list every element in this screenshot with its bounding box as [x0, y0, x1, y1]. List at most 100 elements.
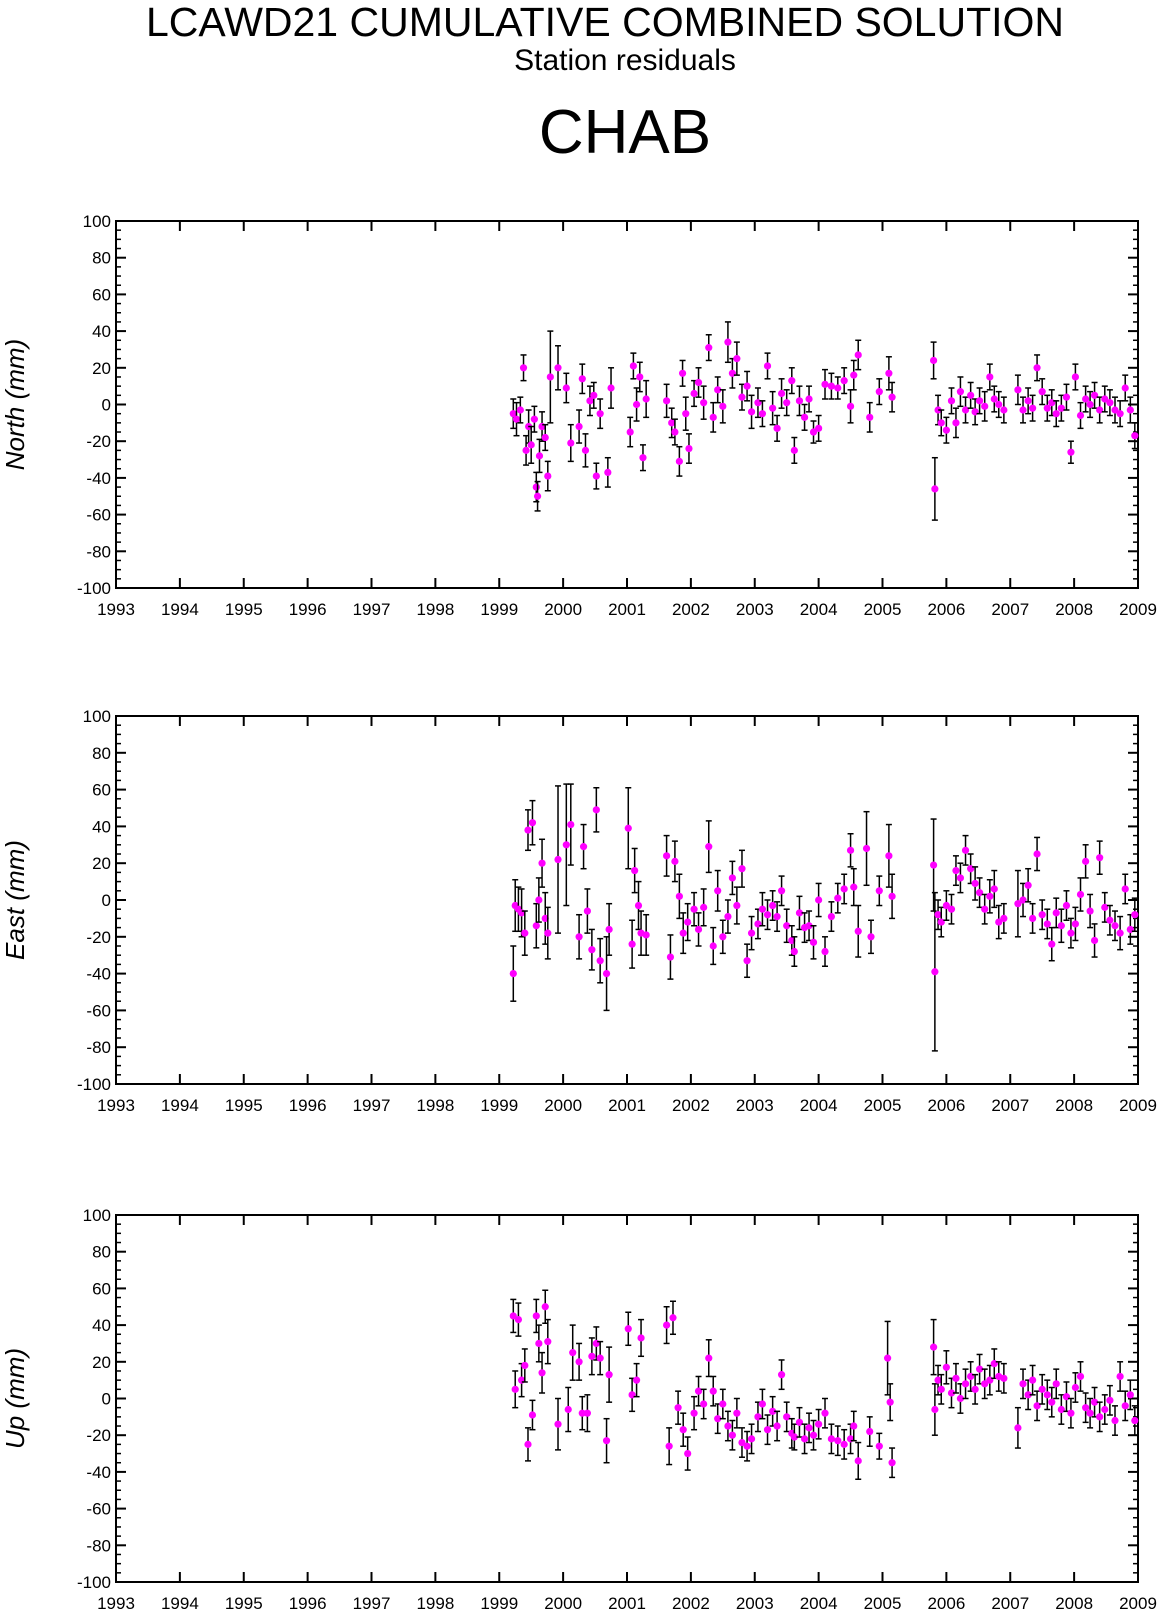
data-point — [1052, 909, 1060, 917]
data-point — [666, 953, 675, 961]
x-tick-label: 1997 — [353, 1594, 391, 1613]
data-point — [937, 1385, 945, 1393]
data-point — [538, 859, 546, 867]
data-point — [724, 338, 732, 346]
data-point — [840, 1440, 848, 1448]
data-point — [809, 1431, 818, 1439]
x-tick-label: 2003 — [736, 1096, 774, 1115]
data-point — [1062, 393, 1071, 401]
data-point — [533, 492, 542, 500]
y-tick-label: 40 — [92, 322, 111, 341]
data-point — [671, 428, 679, 436]
data-point — [981, 1380, 989, 1388]
data-point — [562, 841, 570, 849]
data-point — [509, 970, 517, 978]
data-point — [930, 356, 938, 365]
data-point — [952, 419, 960, 427]
data-point — [685, 444, 693, 453]
x-tick-label: 1997 — [353, 1096, 391, 1115]
data-point — [1131, 432, 1139, 440]
data-point — [795, 1418, 804, 1426]
data-point — [1062, 901, 1071, 910]
y-tick-label: -40 — [86, 1463, 111, 1482]
data-point — [790, 1433, 798, 1441]
data-point — [575, 1358, 583, 1366]
data-point — [840, 377, 848, 385]
data-point — [875, 887, 883, 895]
data-point — [1014, 386, 1022, 394]
y-tick-label: -20 — [86, 928, 111, 947]
data-point — [809, 938, 818, 946]
data-point — [986, 892, 994, 900]
data-point — [942, 901, 950, 910]
data-point — [663, 1321, 671, 1329]
data-point — [541, 433, 549, 442]
data-point — [642, 395, 650, 403]
x-tick-label: 1996 — [289, 1594, 327, 1613]
data-point — [769, 901, 777, 910]
data-point — [588, 1352, 596, 1360]
data-point — [777, 1371, 786, 1379]
data-point — [846, 846, 855, 854]
data-point — [888, 892, 896, 900]
data-point — [809, 428, 818, 436]
x-tick-label: 1995 — [225, 1594, 263, 1613]
data-point — [1043, 1391, 1051, 1399]
x-tick-label: 1998 — [416, 600, 454, 619]
data-point — [1111, 1416, 1119, 1425]
x-tick-label: 1994 — [161, 1096, 199, 1115]
data-point — [663, 852, 671, 860]
y-tick-label: 20 — [92, 854, 111, 873]
data-point — [668, 419, 676, 427]
data-point — [1033, 850, 1041, 858]
data-point — [1024, 881, 1032, 889]
x-tick-label: 1999 — [480, 1594, 518, 1613]
data-point — [538, 1369, 546, 1377]
data-point — [562, 384, 570, 392]
data-point — [952, 1374, 960, 1382]
data-point — [514, 1315, 523, 1324]
data-point — [961, 406, 970, 414]
data-point — [1090, 391, 1099, 399]
data-point — [1121, 1402, 1129, 1410]
x-tick-label: 2009 — [1119, 600, 1157, 619]
data-point — [705, 1354, 713, 1362]
data-point — [532, 922, 540, 930]
data-point — [1082, 1404, 1090, 1412]
y-tick-label: -100 — [77, 579, 111, 598]
data-point — [694, 1387, 703, 1395]
data-point — [1121, 384, 1129, 392]
x-tick-label: 1998 — [416, 1096, 454, 1115]
data-point — [854, 1457, 862, 1465]
data-point — [769, 1407, 777, 1415]
x-tick-label: 1996 — [289, 600, 327, 619]
data-point — [773, 424, 781, 432]
y-tick-label: -60 — [86, 506, 111, 525]
x-tick-label: 1997 — [353, 600, 391, 619]
data-point — [931, 968, 939, 976]
data-point — [678, 369, 687, 377]
data-point — [952, 866, 960, 875]
data-point — [733, 1409, 741, 1417]
data-point — [850, 883, 858, 891]
data-point — [719, 933, 727, 941]
y-tick-label: 100 — [83, 1206, 111, 1225]
data-point — [795, 909, 804, 917]
data-point — [626, 428, 634, 436]
data-point — [846, 402, 855, 410]
chart-subtitle: Station residuals — [514, 44, 736, 77]
data-point — [709, 1387, 717, 1395]
data-point — [578, 1409, 586, 1417]
data-point — [509, 410, 517, 418]
data-point — [821, 380, 829, 388]
data-point — [961, 1380, 970, 1388]
data-point — [930, 1343, 938, 1351]
data-point — [827, 912, 836, 921]
y-tick-label: 80 — [92, 249, 111, 268]
y-tick-label: -80 — [86, 1536, 111, 1555]
data-point — [967, 391, 975, 399]
data-point — [1057, 1405, 1065, 1414]
x-tick-label: 2008 — [1055, 600, 1093, 619]
data-point — [541, 914, 549, 923]
data-point — [800, 413, 809, 421]
